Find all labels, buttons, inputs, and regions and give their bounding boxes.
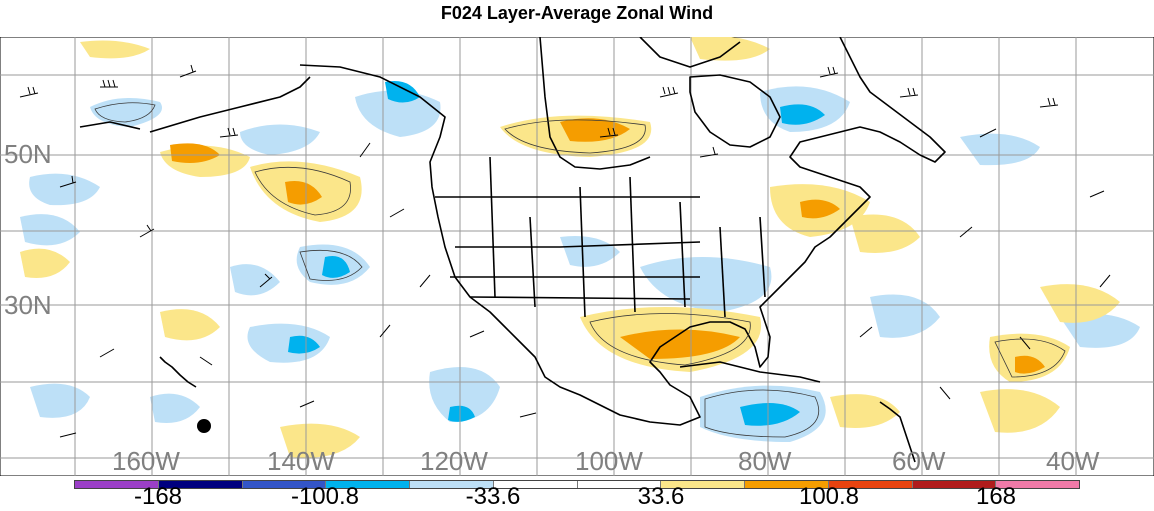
lon-label-80w: 80W bbox=[738, 446, 792, 476]
lon-label-120w: 120W bbox=[420, 446, 488, 476]
lon-label-40w: 40W bbox=[1046, 446, 1100, 476]
colorbar-segment bbox=[75, 481, 158, 488]
map-title: F024 Layer-Average Zonal Wind bbox=[440, 3, 714, 23]
colorbar-segment bbox=[827, 481, 912, 488]
colorbar-segment bbox=[325, 481, 409, 488]
colorbar-segment bbox=[241, 481, 326, 488]
colorbar-label-33-6: 33.6 bbox=[637, 483, 685, 510]
colorbar-segment bbox=[157, 481, 242, 488]
lon-label-100w: 100W bbox=[575, 446, 643, 476]
colorbar-label-168: 168 bbox=[975, 483, 1017, 510]
colorbar-segment bbox=[744, 481, 828, 488]
colorbar-label-neg33-6: -33.6 bbox=[465, 483, 521, 510]
colorbar-segment bbox=[492, 481, 577, 488]
colorbar-segment bbox=[995, 481, 1079, 488]
colorbar-segment bbox=[911, 481, 996, 488]
wind-map bbox=[0, 37, 1154, 476]
colorbar-label-neg100-8: -100.8 bbox=[290, 483, 360, 510]
graticule bbox=[0, 37, 1154, 476]
coastlines bbox=[79, 37, 946, 463]
wind-barbs bbox=[19, 64, 1111, 438]
colorbar-segment bbox=[660, 481, 744, 488]
lon-label-160w: 160W bbox=[112, 446, 180, 476]
lat-label-50n: 50N bbox=[4, 139, 52, 169]
lon-label-60w: 60W bbox=[892, 446, 946, 476]
colorbar bbox=[74, 480, 1080, 489]
lon-label-140w: 140W bbox=[267, 446, 335, 476]
colorbar-label-neg168: -168 bbox=[133, 483, 183, 510]
colorbar-label-100-8: 100.8 bbox=[798, 483, 860, 510]
wind-contours bbox=[94, 102, 1066, 438]
colorbar-segment bbox=[576, 481, 661, 488]
lat-label-30n: 30N bbox=[4, 290, 52, 320]
point-marker bbox=[197, 419, 211, 433]
colorbar-segment bbox=[409, 481, 493, 488]
